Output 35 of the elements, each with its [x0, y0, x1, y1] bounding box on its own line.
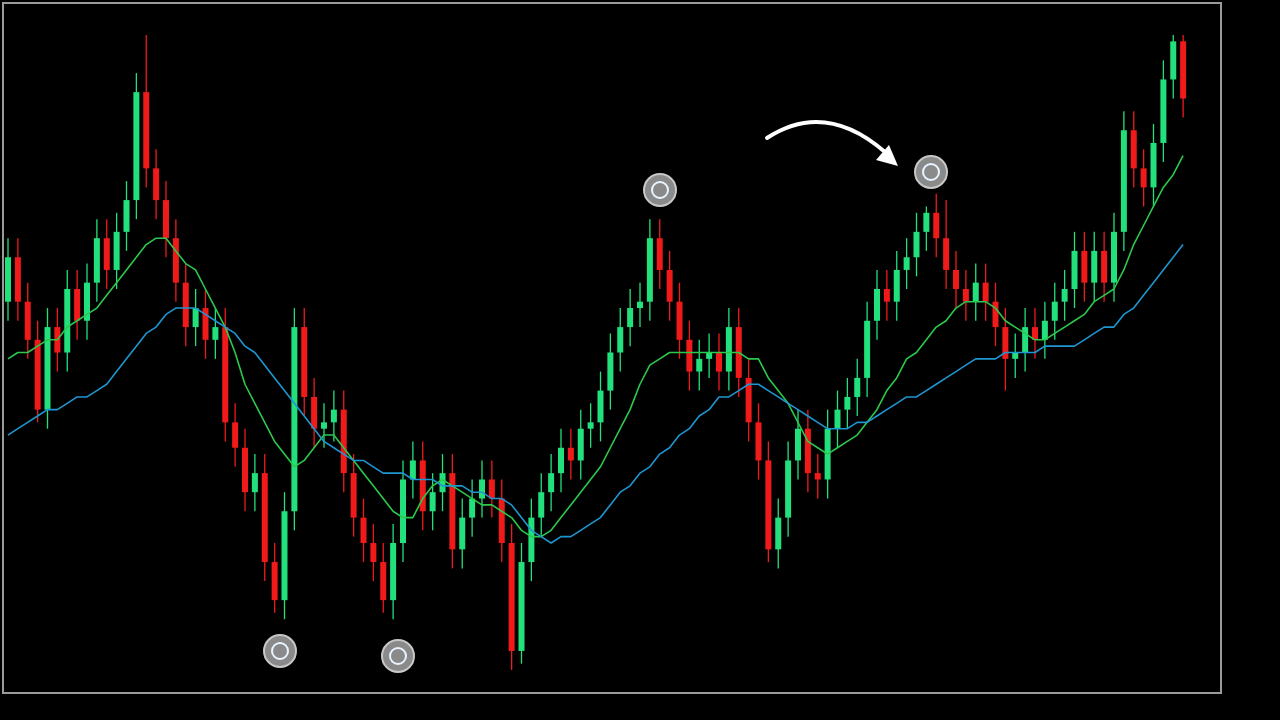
candlestick — [716, 332, 722, 392]
candlestick — [469, 478, 476, 538]
candlestick — [251, 453, 258, 512]
candlestick — [1061, 269, 1068, 322]
candlestick — [953, 250, 959, 309]
candlestick — [409, 440, 416, 500]
candlestick — [972, 262, 979, 322]
candlestick — [962, 269, 969, 322]
candlestick — [814, 453, 821, 500]
candlestick — [834, 389, 841, 449]
candlestick — [1140, 148, 1147, 208]
candlestick — [567, 428, 574, 481]
candlestick — [883, 269, 890, 322]
candlestick — [854, 358, 861, 417]
candlestick — [548, 453, 555, 512]
candlestick — [330, 389, 337, 443]
candlestick — [982, 262, 989, 322]
candlestick — [627, 288, 634, 347]
candlestick — [587, 402, 594, 449]
candlestick — [1012, 332, 1019, 379]
candlestick — [1032, 307, 1038, 360]
candlestick — [923, 205, 930, 252]
candlestick — [321, 402, 327, 449]
candlestick — [212, 307, 219, 360]
candlestick — [192, 288, 199, 347]
candlestick — [370, 523, 377, 582]
candlestick — [488, 459, 495, 519]
candlestick — [1041, 301, 1048, 360]
candlestick — [844, 377, 851, 430]
candlestick — [429, 472, 436, 531]
candlestick — [706, 332, 713, 379]
candlestick — [637, 282, 643, 328]
candlestick — [1051, 282, 1058, 341]
candlestick — [696, 339, 703, 392]
candlestick — [903, 237, 910, 290]
